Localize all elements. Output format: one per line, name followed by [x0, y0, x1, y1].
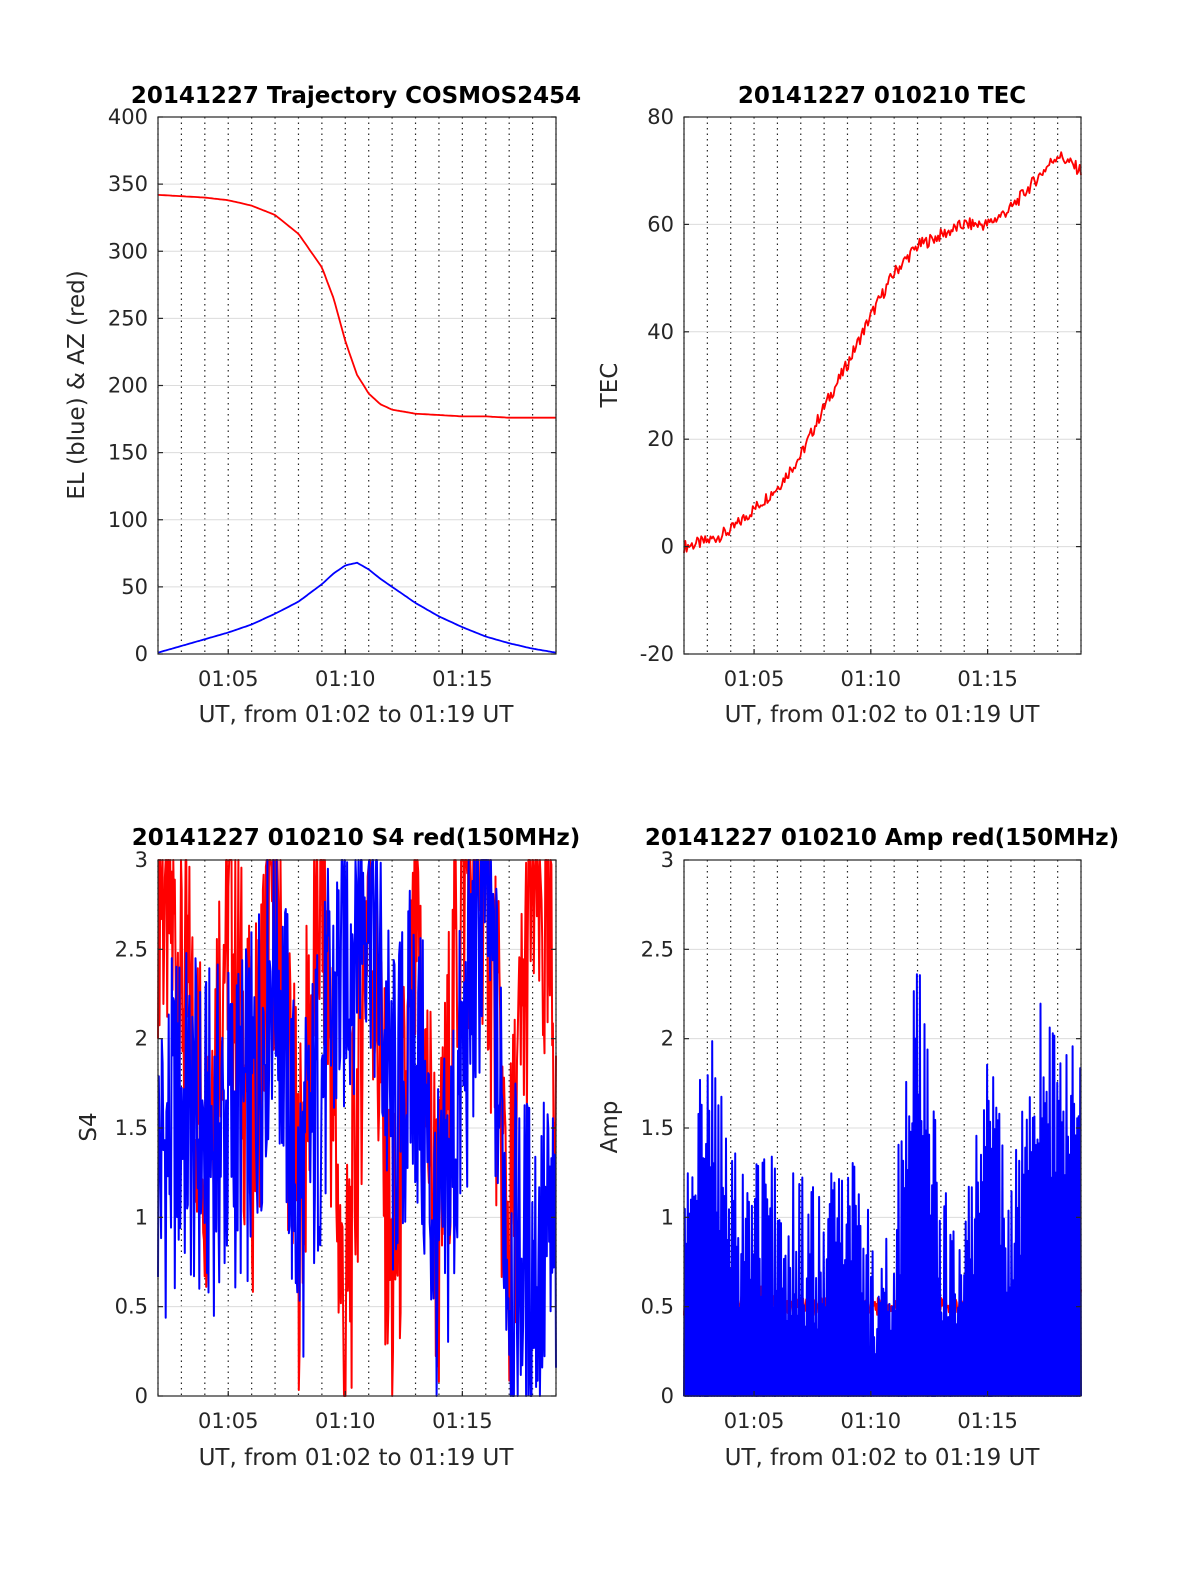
trajectory-xtick-label: 01:15	[432, 667, 493, 691]
trajectory-panel: 20141227 Trajectory COSMOS2454 0 50 100 150…	[64, 83, 581, 728]
tec-ytick-label: -20	[640, 642, 674, 666]
tec-plot-area: -20 0 20 40 60 80 01:05 01:10 01:15	[640, 105, 1082, 691]
tec-xtick-label: 01:10	[841, 667, 902, 691]
trajectory-ylabel: EL (blue) & AZ (red)	[64, 270, 90, 499]
amp-ylabel: Amp	[597, 1101, 623, 1154]
trajectory-ytick-label: 300	[108, 239, 148, 263]
s4-xtick-label: 01:05	[198, 1409, 259, 1433]
trajectory-ytick-label: 250	[108, 306, 148, 330]
tec-panel: 20141227 010210 TEC -20 0 20 40 60 80 01:05 01:…	[597, 83, 1082, 728]
amp-xtick-label: 01:05	[724, 1409, 785, 1433]
trajectory-xlabel: UT, from 01:02 to 01:19 UT	[199, 702, 515, 728]
trajectory-xtick-label: 01:05	[198, 667, 259, 691]
tec-ytick-label: 80	[647, 105, 674, 129]
s4-ytick-label: 2	[135, 1027, 148, 1051]
amp-ytick-label: 0.5	[641, 1295, 674, 1319]
amp-panel: 20141227 010210 Amp red(150MHz) 0 0.5 1 1.5…	[597, 825, 1119, 1471]
tec-xlabel: UT, from 01:02 to 01:19 UT	[725, 702, 1041, 728]
tec-ylabel: TEC	[597, 363, 623, 409]
trajectory-series-red-line	[157, 194, 556, 419]
s4-ytick-label: 1.5	[115, 1116, 148, 1140]
s4-plot-area: 0 0.5 1 1.5 2 2.5 3 01:05 01:10 01:15	[115, 848, 557, 1433]
tec-ytick-label: 0	[661, 535, 674, 559]
s4-xlabel: UT, from 01:02 to 01:19 UT	[199, 1445, 515, 1471]
amp-ytick-label: 0	[661, 1384, 674, 1408]
trajectory-ytick-label: 50	[121, 575, 148, 599]
trajectory-plot-area: 0 50 100 150 200 250 300 350 400 01:05 01:10 01:15	[108, 105, 557, 691]
amp-xtick-label: 01:10	[841, 1409, 902, 1433]
s4-ytick-label: 0.5	[115, 1295, 148, 1319]
s4-panel: 20141227 010210 S4 red(150MHz) 0 0.5 1 1.5 2…	[76, 825, 580, 1471]
trajectory-ytick-label: 350	[108, 172, 148, 196]
trajectory-ytick-label: 0	[135, 642, 148, 666]
tec-ytick-label: 20	[647, 427, 674, 451]
tec-series-red-line	[683, 151, 1082, 554]
s4-xtick-label: 01:15	[432, 1409, 493, 1433]
amp-ytick-label: 2	[661, 1027, 674, 1051]
tec-axes-box	[683, 116, 1082, 655]
trajectory-ytick-label: 150	[108, 441, 148, 465]
amp-ytick-label: 2.5	[641, 937, 674, 961]
trajectory-title: 20141227 Trajectory COSMOS2454	[131, 83, 581, 109]
tec-ytick-label: 40	[647, 320, 674, 344]
amp-title: 20141227 010210 Amp red(150MHz)	[645, 825, 1119, 851]
s4-title: 20141227 010210 S4 red(150MHz)	[132, 825, 581, 851]
trajectory-series-blue-line	[157, 561, 557, 654]
amp-ytick-label: 3	[661, 848, 674, 872]
amp-ytick-label: 1.5	[641, 1116, 674, 1140]
tec-title: 20141227 010210 TEC	[738, 83, 1026, 109]
s4-ytick-label: 1	[135, 1205, 148, 1229]
s4-ytick-label: 2.5	[115, 937, 148, 961]
tec-ytick-label: 60	[647, 212, 674, 236]
s4-ylabel: S4	[76, 1112, 102, 1141]
amp-plot-area: 0 0.5 1 1.5 2 2.5 3 01:05 01:10 01:15	[641, 848, 1082, 1433]
s4-xtick-label: 01:10	[315, 1409, 376, 1433]
tec-xtick-label: 01:15	[957, 667, 1018, 691]
amp-xlabel: UT, from 01:02 to 01:19 UT	[725, 1445, 1041, 1471]
s4-series-blue-line	[157, 859, 557, 1397]
trajectory-ytick-label: 400	[108, 105, 148, 129]
amp-xtick-label: 01:15	[957, 1409, 1018, 1433]
s4-ytick-label: 0	[135, 1384, 148, 1408]
s4-ytick-label: 3	[135, 848, 148, 872]
trajectory-ytick-label: 100	[108, 508, 148, 532]
amp-ytick-label: 1	[661, 1205, 674, 1229]
tec-xtick-label: 01:05	[724, 667, 785, 691]
trajectory-ytick-label: 200	[108, 374, 148, 398]
trajectory-xtick-label: 01:10	[315, 667, 376, 691]
